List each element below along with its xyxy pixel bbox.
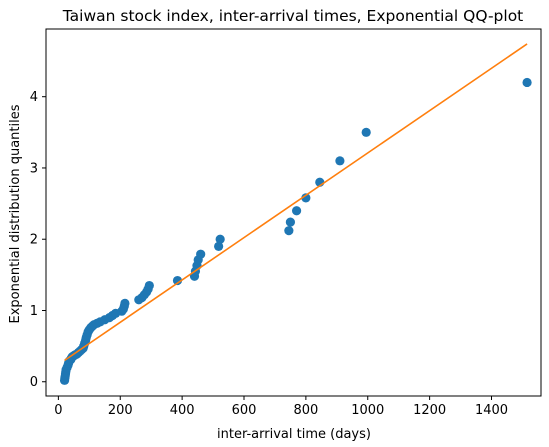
y-tick-label: 3 <box>30 161 38 176</box>
data-point <box>120 298 130 308</box>
y-tick-label: 2 <box>30 233 38 248</box>
plot-area <box>59 43 532 385</box>
data-point <box>144 280 154 291</box>
data-point <box>196 249 206 259</box>
x-tick-label: 600 <box>232 403 257 418</box>
data-point <box>301 193 311 203</box>
x-tick-label: 800 <box>293 403 318 418</box>
x-tick-label: 200 <box>108 403 133 418</box>
y-tick-label: 4 <box>30 90 38 105</box>
data-point <box>291 206 302 216</box>
x-tick-label: 1000 <box>351 403 384 418</box>
y-tick-label: 0 <box>30 375 38 390</box>
x-axis-label: inter-arrival time (days) <box>217 427 371 442</box>
x-tick-label: 1200 <box>413 403 446 418</box>
fit-line <box>64 43 528 362</box>
x-tick-label: 400 <box>170 403 195 418</box>
data-point <box>284 226 294 236</box>
x-tick-label: 1400 <box>475 403 508 418</box>
data-point <box>285 217 296 227</box>
axes-frame <box>45 28 542 397</box>
chart-title: Taiwan stock index, inter-arrival times,… <box>62 7 524 25</box>
y-tick-label: 1 <box>30 304 38 319</box>
data-point <box>361 127 371 137</box>
data-point <box>522 77 532 88</box>
y-axis: 0 1 2 3 4 <box>30 90 46 390</box>
y-axis-label: Exponential distribution quantiles <box>8 104 23 323</box>
x-tick-label: 0 <box>54 403 62 418</box>
data-point <box>214 241 224 251</box>
data-point <box>215 234 225 244</box>
data-point <box>172 275 183 286</box>
x-axis: 0 200 400 600 800 1000 1200 1400 <box>54 396 508 418</box>
data-point <box>335 156 345 166</box>
